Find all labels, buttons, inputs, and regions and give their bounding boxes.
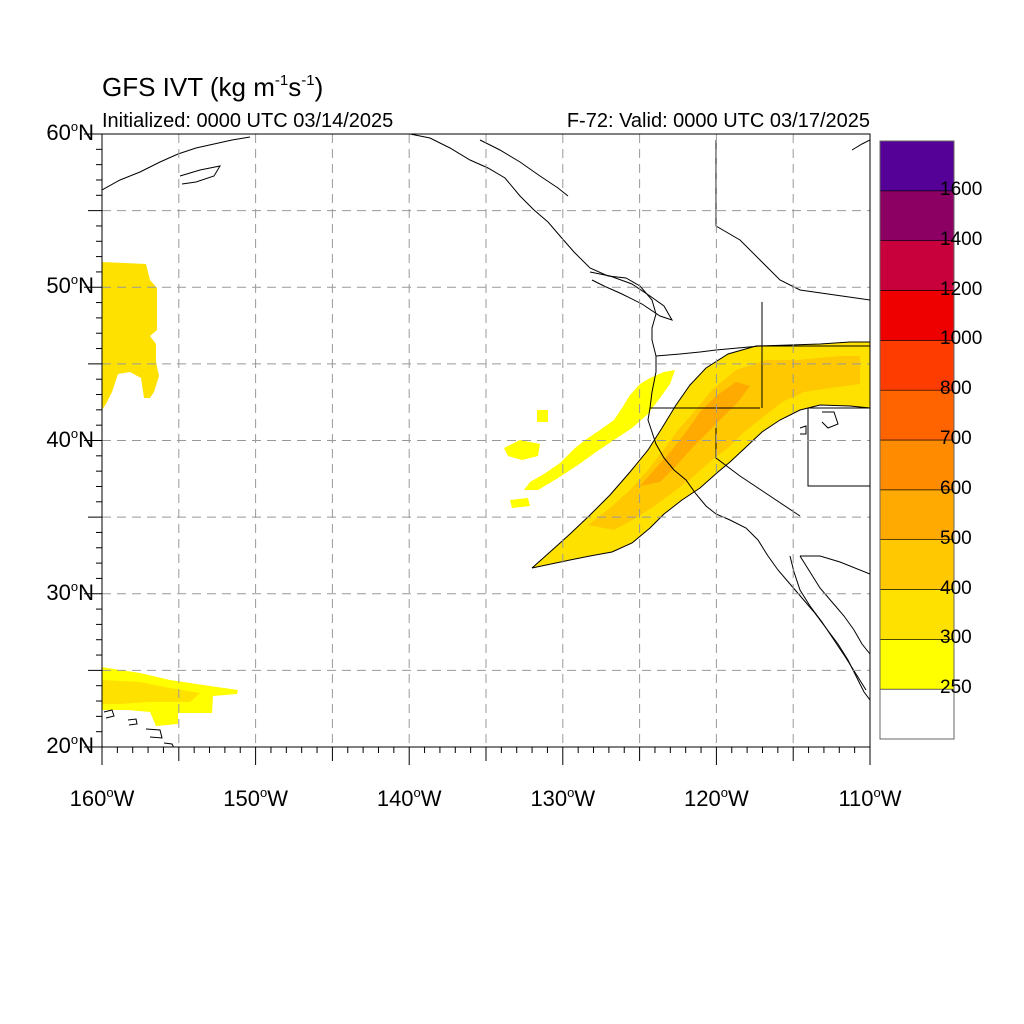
colorbar-level-label: 250 — [940, 677, 972, 699]
lat-label: 40oN — [46, 425, 94, 452]
colorbar-box — [879, 489, 955, 540]
border-canada-us — [655, 345, 870, 357]
lon-label: 150oW — [223, 785, 288, 811]
colorbar-level-label: 800 — [940, 378, 972, 400]
lat-label: 50oN — [46, 272, 94, 299]
initialized-label: Initialized: 0000 UTC 03/14/2025 — [102, 110, 394, 132]
coastline-hawaii-3 — [145, 728, 163, 739]
colorbar-level-label: 600 — [940, 477, 972, 499]
lon-label: 110oW — [838, 785, 902, 811]
ivt-contour-north-edge — [531, 341, 870, 569]
ivt-area-offshore-fragment — [504, 440, 540, 460]
lat-label: 30oN — [46, 578, 94, 605]
colorbar-level-label: 1600 — [940, 178, 983, 200]
ivt-shading-layer — [102, 262, 870, 726]
coastline-alaska-peninsula — [102, 136, 251, 191]
border-ca-nv — [715, 428, 801, 517]
colorbar-level-label: 700 — [940, 428, 972, 449]
colorbar-box — [879, 589, 955, 640]
colorbar-box — [879, 439, 955, 491]
colorbar-level-label: 1000 — [940, 328, 983, 350]
colorbar-level-label: 1200 — [940, 278, 983, 300]
gridline-layer — [102, 134, 870, 747]
lon-label: 140oW — [376, 785, 442, 811]
border-us-mexico — [800, 555, 870, 575]
lon-label: 160oW — [69, 785, 135, 811]
ivt-contour-south-edge — [531, 404, 870, 569]
coastline-north-america-west — [409, 134, 870, 701]
lat-label: 20oN — [46, 732, 94, 758]
colorbar-level-label: 400 — [940, 577, 972, 599]
colorbar-box — [879, 140, 955, 192]
coastline-hawaii-2 — [127, 718, 138, 726]
coastline-ne-corner — [851, 139, 870, 151]
colorbar-frame — [879, 140, 955, 740]
colorbar-level-label: 1400 — [940, 228, 983, 250]
ivt-area-offshore-dot — [537, 410, 548, 422]
coastline-islands-north — [179, 165, 222, 185]
lat-label: 60oN — [46, 119, 94, 145]
coastline-layer — [102, 134, 870, 747]
ivt-area-offshore-plume — [524, 370, 675, 490]
colorbar-level-label: 500 — [940, 527, 972, 549]
valid-time-label: F-72: Valid: 0000 UTC 03/17/2025 — [566, 110, 870, 132]
tick-layer — [84, 133, 871, 765]
great-salt-lake — [821, 411, 839, 429]
ivt-area-north-pacific — [102, 262, 159, 410]
border-alaska-canada — [479, 139, 569, 197]
colorbar-box — [879, 539, 955, 590]
lake-tahoe — [799, 425, 807, 435]
figure-title: GFS IVT (kg m-1s-1) — [102, 72, 324, 102]
coastline-vancouver-island — [589, 271, 674, 321]
colorbar-box — [879, 190, 955, 241]
lon-label: 130oW — [530, 785, 596, 811]
lon-label: 120oW — [684, 785, 749, 811]
ivt-area-subtropical-core — [102, 680, 200, 704]
coastline-hawaii-1 — [103, 709, 115, 719]
ivt-area-offshore-tail — [510, 498, 530, 508]
border-nevada-east — [807, 408, 870, 487]
colorbar-level-label: 300 — [940, 627, 972, 649]
coastline-baja-east — [789, 555, 867, 691]
ivt-area-main-core — [588, 356, 860, 530]
coastline-gulf-of-california — [799, 555, 870, 655]
